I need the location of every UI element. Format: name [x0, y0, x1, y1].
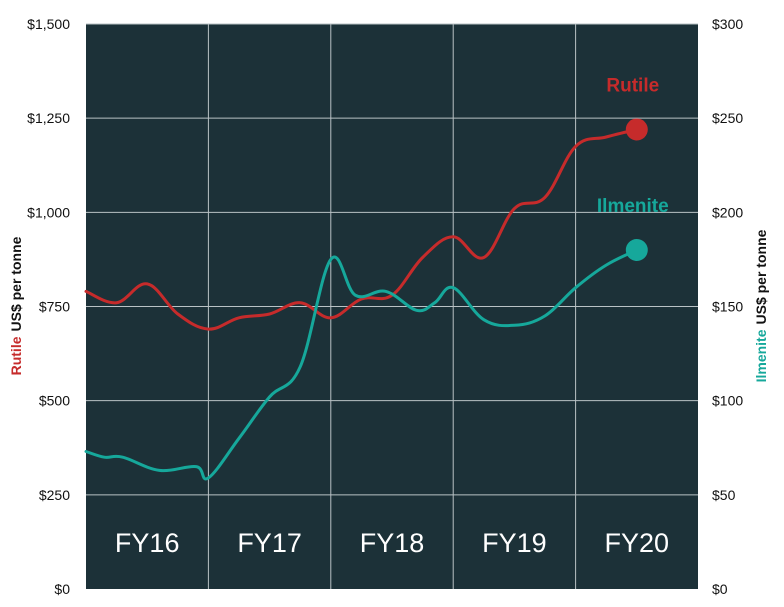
left-axis-ticks: $0 $250 $500 $750 $1,000 $1,250 $1,500 [27, 16, 70, 597]
right-tick-label: $100 [712, 393, 743, 409]
right-tick-label: $200 [712, 204, 743, 220]
period-label-fy18: FY18 [360, 528, 425, 558]
series-lines [84, 128, 639, 481]
right-tick-label: $300 [712, 16, 743, 32]
rutile-end-marker [625, 118, 648, 141]
left-axis-unit: US$ per tonne [8, 236, 24, 331]
left-tick-label: $1,000 [27, 204, 70, 220]
period-labels: FY16 FY17 FY18 FY19 FY20 [115, 528, 669, 558]
period-label-fy19: FY19 [482, 528, 547, 558]
ilmenite-end-marker [625, 239, 648, 261]
left-tick-label: $1,250 [27, 110, 70, 126]
left-tick-label: $750 [39, 299, 70, 315]
rutile-series-label: Rutile [606, 75, 659, 96]
left-tick-label: $0 [54, 581, 70, 597]
ilmenite-line [84, 248, 639, 481]
right-axis-unit: US$ per tonne [753, 229, 769, 324]
right-tick-label: $150 [712, 299, 743, 315]
right-axis-series-name: Ilmenite [753, 329, 769, 382]
left-axis-title: Rutile US$ per tonne [8, 236, 24, 375]
period-label-fy17: FY17 [237, 528, 302, 558]
period-label-fy16: FY16 [115, 528, 180, 558]
ilmenite-series-label: Ilmenite [597, 196, 669, 217]
left-tick-label: $1,500 [27, 16, 70, 32]
rutile-line [84, 128, 639, 331]
gridlines [86, 23, 698, 589]
left-axis-series-name: Rutile [8, 336, 24, 375]
right-axis-title: Ilmenite US$ per tonne [753, 229, 769, 382]
right-tick-label: $50 [712, 487, 736, 503]
left-tick-label: $250 [39, 487, 70, 503]
left-tick-label: $500 [39, 393, 70, 409]
series-labels: Rutile Ilmenite [597, 75, 669, 217]
right-axis-ticks: $0 $50 $100 $150 $200 $250 $300 [712, 16, 743, 597]
right-tick-label: $250 [712, 110, 743, 126]
series-end-markers [625, 118, 648, 261]
right-tick-label: $0 [712, 581, 728, 597]
period-label-fy20: FY20 [605, 528, 670, 558]
